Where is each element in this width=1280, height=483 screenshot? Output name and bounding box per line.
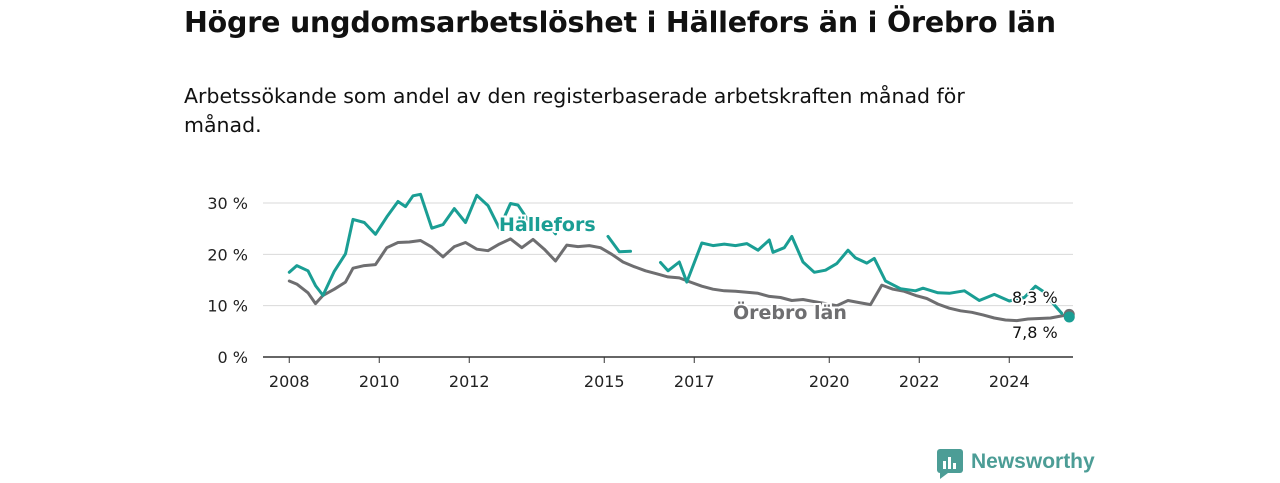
chart-subtitle: Arbetssökande som andel av den registerb… xyxy=(184,84,965,137)
x-tick-label: 2010 xyxy=(359,372,400,391)
value-label-hallefors: 7,8 % xyxy=(1012,323,1058,342)
x-tick-label: 2008 xyxy=(269,372,310,391)
series-end-point-hallefors xyxy=(1063,311,1075,323)
x-tick-label: 2022 xyxy=(899,372,940,391)
chart-title: Högre ungdomsarbetslöshet i Hällefors än… xyxy=(184,6,1056,39)
x-tick-label: 2024 xyxy=(989,372,1030,391)
series-line-hallefors xyxy=(289,194,1069,317)
x-tick-label: 2012 xyxy=(449,372,490,391)
value-label-orebro: 8,3 % xyxy=(1012,288,1058,307)
newsworthy-logo-icon xyxy=(937,449,963,479)
series-line-orebro xyxy=(287,237,1071,323)
newsworthy-logo: Newsworthy xyxy=(937,449,1095,479)
x-tick-label: 2015 xyxy=(584,372,625,391)
y-tick-label: 20 % xyxy=(207,245,248,264)
y-tick-label: 30 % xyxy=(207,194,248,213)
x-tick-label: 2020 xyxy=(809,372,850,391)
y-tick-label: 0 % xyxy=(218,348,248,367)
series-label-hallefors: Hällefors xyxy=(499,214,596,236)
x-tick-label: 2017 xyxy=(674,372,715,391)
series-label-orebro: Örebro län xyxy=(733,300,847,324)
brand-name: Newsworthy xyxy=(971,450,1095,473)
y-tick-label: 10 % xyxy=(207,297,248,316)
